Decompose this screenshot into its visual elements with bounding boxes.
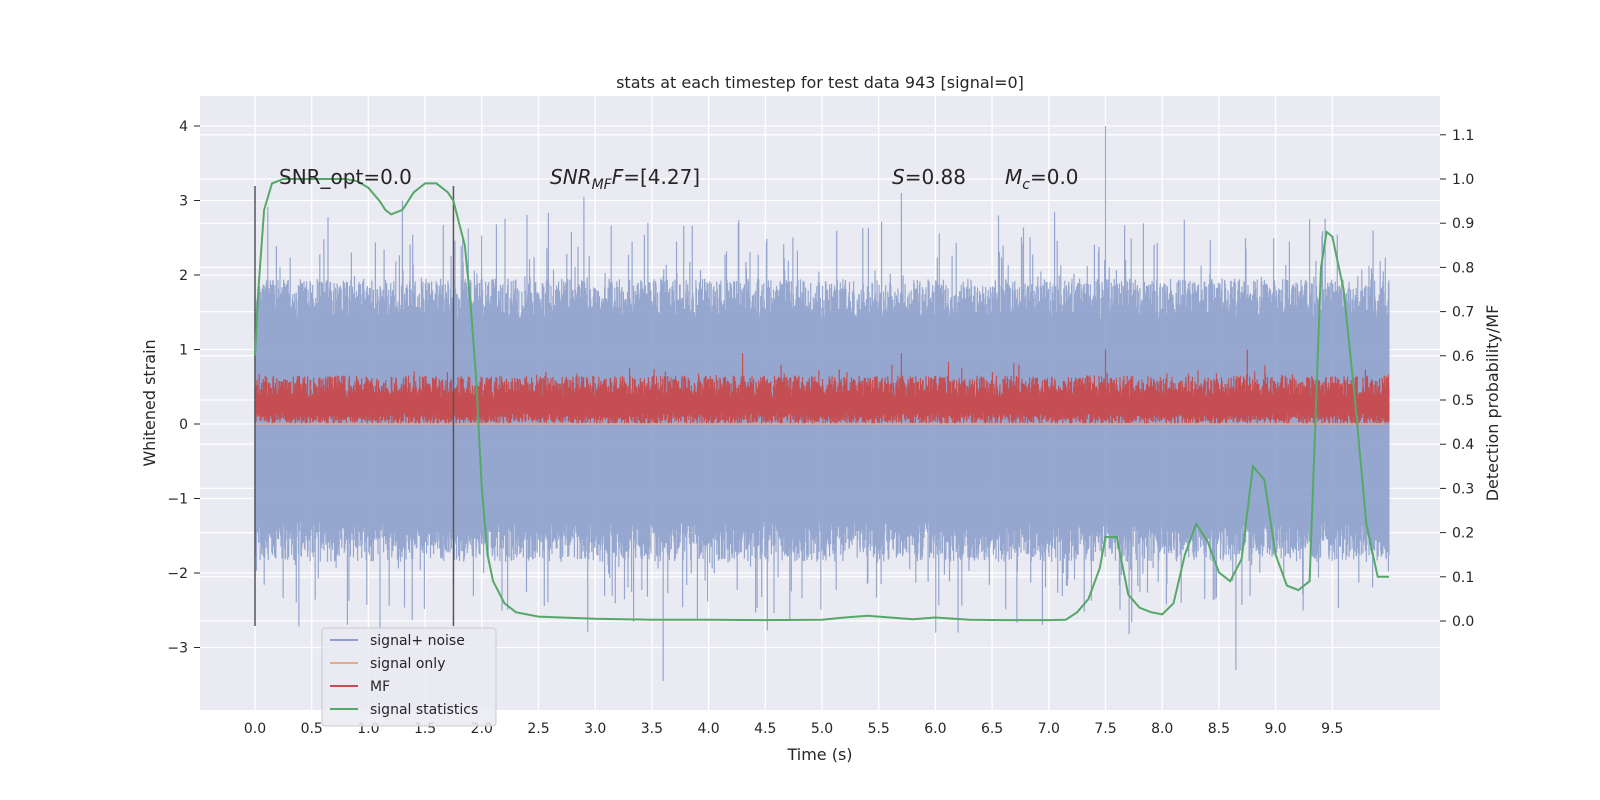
y-right-tick-label: 1.1 — [1452, 128, 1474, 144]
x-tick-label: 9.5 — [1321, 721, 1343, 737]
y-right-tick-label: 1.0 — [1452, 172, 1474, 188]
y-left-axis-label: Whitened strain — [140, 339, 159, 466]
x-tick-label: 6.0 — [924, 721, 946, 737]
x-axis-label: Time (s) — [786, 745, 852, 764]
y-right-tick-label: 0.6 — [1452, 349, 1474, 365]
y-right-tick-label: 0.2 — [1452, 526, 1474, 542]
y-left-tick-label: 2 — [179, 268, 188, 284]
x-tick-label: 3.0 — [584, 721, 606, 737]
x-tick-label: 4.5 — [754, 721, 776, 737]
snr-mf-f: F — [612, 165, 624, 189]
mc-value: =0.0 — [1030, 165, 1079, 189]
legend-label-signal-noise: signal+ noise — [370, 633, 465, 649]
x-tick-label: 8.0 — [1151, 721, 1173, 737]
y-right-axis-label: Detection probability/MF — [1483, 305, 1502, 502]
y-right-tick-label: 0.3 — [1452, 481, 1474, 497]
x-tick-label: 7.0 — [1038, 721, 1060, 737]
y-left-tick-label: 1 — [179, 343, 188, 359]
annotation-mc: Mc=0.0 — [1005, 165, 1079, 193]
y-right-tick-label: 0.7 — [1452, 305, 1474, 321]
annotation-s: S=0.88 — [892, 165, 966, 189]
y-right-tick-labels: 1.1 1.0 0.9 0.8 0.7 0.6 0.5 0.4 0.3 0.2 0.1 0.0 — [1452, 128, 1474, 630]
y-right-tick-label: 0.9 — [1452, 216, 1474, 232]
y-left-tick-labels: 4 3 2 1 0 −1 −2 −3 — [167, 119, 188, 657]
legend-label-mf: MF — [370, 679, 390, 695]
signal-statistics-line — [254, 178, 1389, 622]
y-right-tick-label: 0.1 — [1452, 570, 1474, 586]
legend-label-signal-only: signal only — [370, 656, 445, 672]
legend-box — [321, 627, 497, 727]
snr-mf-main: SNR — [550, 165, 592, 189]
mc-sub: c — [1022, 177, 1030, 193]
vertical-markers — [254, 186, 455, 626]
x-tick-label: 9.0 — [1264, 721, 1286, 737]
x-tick-label: 6.5 — [981, 721, 1003, 737]
x-tick-label: 5.0 — [811, 721, 833, 737]
s-value: =0.88 — [905, 165, 966, 189]
mc-main: M — [1005, 165, 1022, 189]
snr-mf-value: =[4.27] — [623, 165, 700, 189]
y-right-tick-label: 0.0 — [1452, 614, 1474, 630]
legend: signal+ noise signal only MF signal stat… — [321, 627, 497, 727]
y-right-tick-label: 0.4 — [1452, 437, 1474, 453]
x-tick-label: 7.5 — [1094, 721, 1116, 737]
x-tick-label: 5.5 — [868, 721, 890, 737]
snr-mf-sub: MF — [592, 177, 613, 193]
x-tick-label: 4.0 — [697, 721, 719, 737]
y-left-tick-label: 3 — [179, 194, 188, 210]
y-right-tick-label: 0.5 — [1452, 393, 1474, 409]
x-tick-label: 0.0 — [244, 721, 266, 737]
annotation-snr-mf: SNRMFF=[4.27] — [550, 165, 700, 193]
x-tick-label: 3.5 — [641, 721, 663, 737]
chart-title: stats at each timestep for test data 943… — [616, 73, 1024, 92]
y-left-tick-label: 0 — [179, 417, 188, 433]
x-tick-label: 8.5 — [1208, 721, 1230, 737]
y-right-tick-label: 0.8 — [1452, 260, 1474, 276]
y-left-tick-label: 4 — [179, 119, 188, 135]
x-tick-label: 2.5 — [527, 721, 549, 737]
y-left-tick-label: −3 — [167, 641, 188, 657]
s-main: S — [892, 165, 905, 189]
y-left-tick-label: −1 — [167, 492, 188, 508]
y-left-tick-label: −2 — [167, 566, 188, 582]
x-tick-label: 0.5 — [301, 721, 323, 737]
legend-label-signal-statistics: signal statistics — [370, 702, 478, 718]
annotation-snr-opt: SNR_opt=0.0 — [279, 165, 412, 189]
